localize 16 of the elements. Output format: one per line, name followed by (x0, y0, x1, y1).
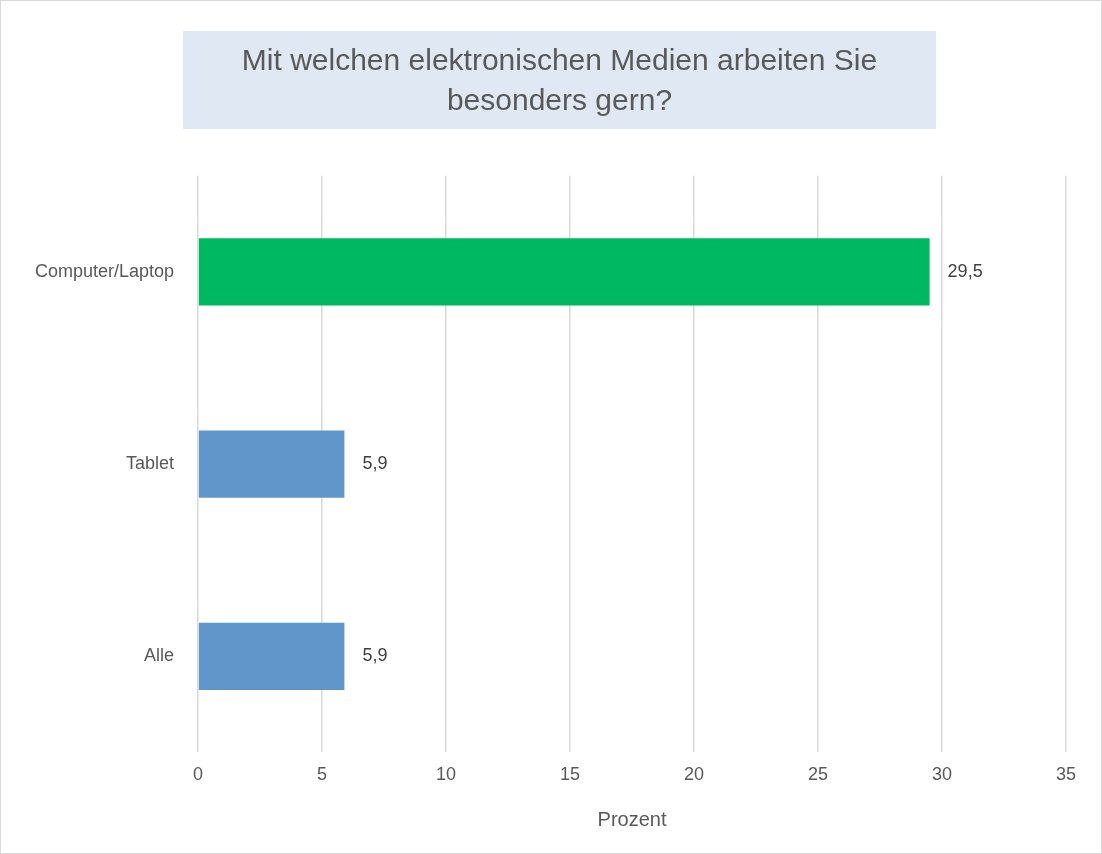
x-tick-label: 15 (560, 764, 581, 785)
x-tick-label: 35 (1055, 764, 1077, 785)
x-tick-label: 30 (932, 764, 953, 785)
y-tick-label: Alle (144, 645, 175, 666)
x-tick-label: 0 (193, 764, 204, 785)
x-axis-title: Prozent (597, 807, 667, 830)
x-tick-label: 25 (808, 764, 829, 785)
y-tick-label: Computer/Laptop (34, 260, 175, 281)
x-tick-label: 10 (436, 764, 457, 785)
data-label: 5,9 (362, 645, 388, 666)
y-tick-label: Tablet (126, 453, 175, 474)
chart-title: Mit welchen elektronischen Medien arbeiten Sie besonders gern? (183, 31, 936, 129)
data-label: 29,5 (947, 260, 983, 281)
x-tick-label: 5 (317, 764, 328, 785)
x-tick-label: 20 (684, 764, 705, 785)
data-label: 5,9 (362, 453, 388, 474)
